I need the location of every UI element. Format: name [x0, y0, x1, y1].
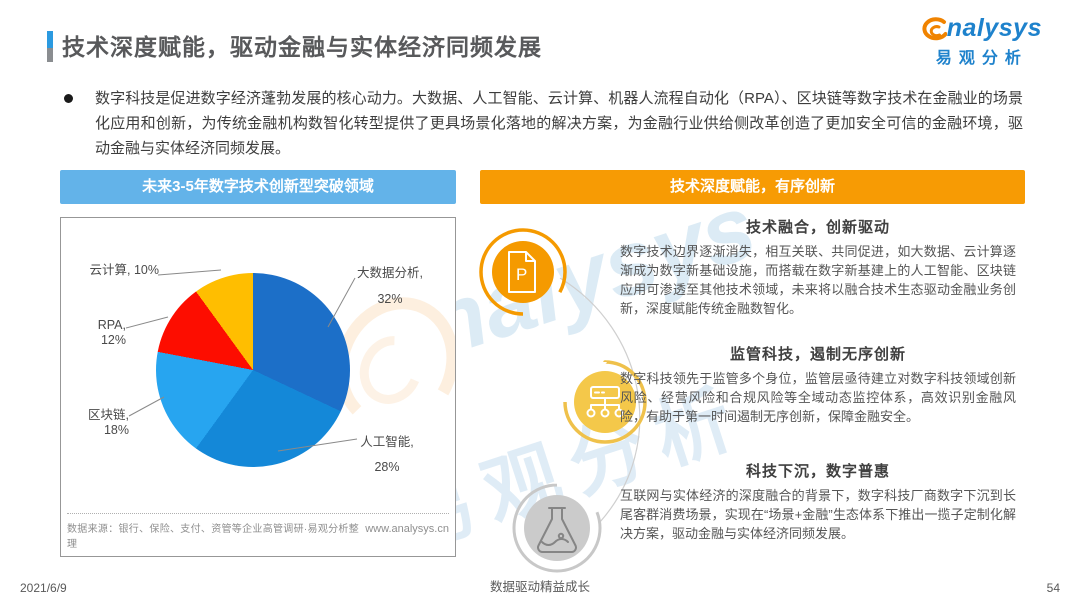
- ring-arc-1: [479, 228, 567, 316]
- website-text: www.analysys.cn: [365, 523, 449, 535]
- intro-paragraph: 数字科技是促进数字经济蓬勃发展的核心动力。大数据、人工智能、云计算、机器人流程自…: [95, 90, 1023, 157]
- pie-label-bigdata-name: 大数据分析,: [357, 266, 423, 280]
- section-heading: 科技下沉，数字普惠: [745, 463, 890, 480]
- title-accent-bar: [47, 31, 53, 62]
- right-icon-column: P: [479, 228, 647, 573]
- page-title: 技术深度赋能，驱动金融与实体经济同频发展: [62, 34, 542, 60]
- footer-slogan: 数据驱动精益成长: [489, 580, 590, 594]
- left-panel-header: 未来3-5年数字技术创新型突破领域: [60, 170, 456, 204]
- logo-brand-cn: 易观分析: [935, 50, 1028, 67]
- section-heading: 技术融合，创新驱动: [745, 219, 890, 236]
- ring-arc-2: [563, 360, 647, 444]
- pie-label-bigdata: 大数据分析, 32%: [349, 260, 431, 312]
- pie-label-cloud: 云计算, 10%: [89, 263, 159, 277]
- footer-page-number: 54: [1046, 581, 1060, 595]
- pie-label-bigdata-value: 32%: [377, 292, 403, 306]
- footer-date: 2021/6/9: [20, 581, 67, 595]
- orange-swirl-watermark: [335, 297, 455, 431]
- logo-brand-en: nalysys: [946, 14, 1042, 42]
- bullet-dot: [64, 94, 73, 103]
- pie-label-ai-value: 28%: [374, 460, 400, 474]
- chart-source-row: 数据来源：银行、保险、支付、资管等企业高管调研·易观分析整理 www.analy…: [67, 513, 449, 550]
- section-heading: 监管科技，遏制无序创新: [729, 346, 906, 363]
- connector-arc: [559, 277, 641, 523]
- pie-label-blockchain: 区块链, 18%: [88, 408, 129, 437]
- pie-chart: [156, 273, 350, 467]
- right-panel-header: 技术深度赋能，有序创新: [480, 170, 1025, 204]
- analysys-logo: nalysys 易观分析: [915, 14, 1042, 68]
- section-regtech: 监管科技，遏制无序创新 数字科技领先于监管多个身位，监管层亟待建立对数字科技领域…: [620, 343, 1016, 426]
- data-source-note: 数据来源：银行、保险、支付、资管等企业高管调研·易观分析整理: [67, 524, 360, 550]
- analysys-a-swirl-icon: [922, 16, 947, 40]
- pie-label-ai-name: 人工智能,: [360, 435, 414, 449]
- section-tech-inclusion: 科技下沉，数字普惠 互联网与实体经济的深度融合的背景下，数字科技厂商数字下沉到长…: [620, 460, 1016, 543]
- section-tech-fusion: 技术融合，创新驱动 数字技术边界逐渐消失，相互关联、共同促进，如大数据、云计算逐…: [620, 216, 1016, 318]
- ring-arc-3: [512, 483, 602, 573]
- document-p-letter: P: [516, 265, 527, 284]
- section-body: 数字技术边界逐渐消失，相互关联、共同促进，如大数据、云计算逐渐成为数字新基础设施…: [620, 244, 1016, 316]
- section-body: 互联网与实体经济的深度融合的背景下，数字科技厂商数字下沉到长尾客群消费场景，实现…: [620, 488, 1016, 541]
- network-nodes-icon: [574, 371, 636, 433]
- flask-icon: [524, 495, 590, 561]
- chart-card: 云计算, 10% RPA, 12% 区块链, 18% 大数据分析, 32% 人工…: [60, 217, 456, 557]
- document-p-icon: P: [492, 241, 554, 303]
- pie-label-rpa: RPA, 12%: [97, 318, 126, 347]
- pie-leader-lines: [125, 269, 358, 452]
- pie-label-ai: 人工智能, 28%: [351, 430, 423, 480]
- section-body: 数字科技领先于监管多个身位，监管层亟待建立对数字科技领域创新风险、经营风险和合规…: [620, 371, 1016, 424]
